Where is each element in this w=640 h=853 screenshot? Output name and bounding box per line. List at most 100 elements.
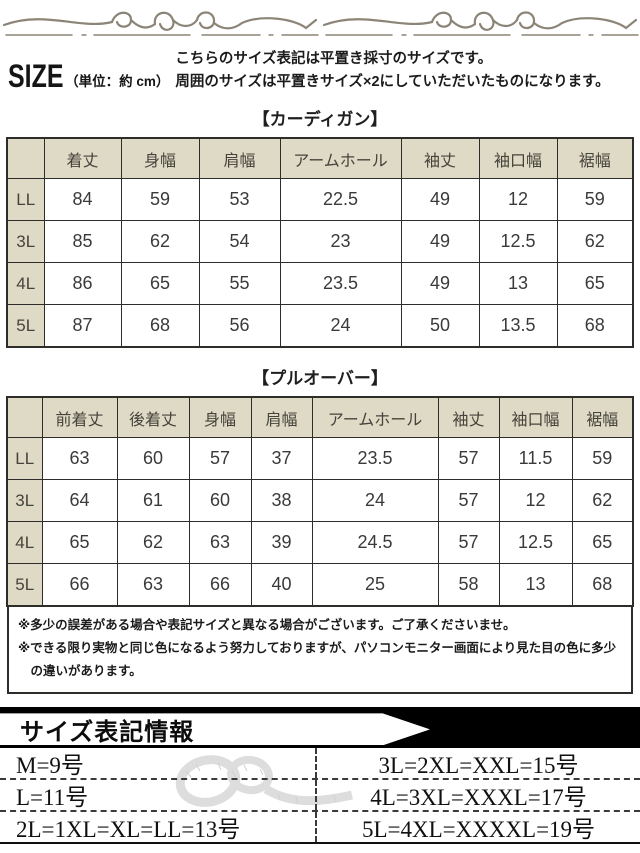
column-header: 前着丈	[41, 396, 118, 439]
measurement-cell: 12.5	[478, 220, 558, 264]
column-header: アームホール	[279, 137, 402, 180]
table-row: 5L 66 63 66 40 25 58 13 68	[6, 563, 634, 607]
measurement-cell: 61	[116, 479, 190, 523]
size-info-section: サイズ表記情報 M=9号 3L=2XL=XXL=15号 L=11号	[0, 707, 640, 845]
size-description: こちらのサイズ表記は平置き採寸のサイズです。 周囲のサイズは平置きサイズ×2にし…	[175, 48, 609, 95]
measurement-cell: 63	[116, 563, 190, 607]
measurement-cell: 49	[400, 178, 480, 222]
measurement-cell: 66	[41, 563, 118, 607]
notes-box: ※多少の誤差がある場合や表記サイズと異なる場合がございます。ご了承くださいませ。…	[7, 606, 633, 695]
cardigan-header-row: 着丈 身幅 肩幅 アームホール 袖丈 袖口幅 裾幅	[6, 137, 634, 180]
size-row-label: 4L	[6, 262, 45, 306]
size-header: SIZE （単位：約 cm） こちらのサイズ表記は平置き採寸のサイズです。 周囲…	[0, 43, 640, 95]
measurement-cell: 11.5	[498, 437, 573, 481]
measurement-cell: 55	[198, 262, 281, 306]
measurement-cell: 13	[478, 262, 558, 306]
measurement-cell: 53	[198, 178, 281, 222]
measurement-cell: 23.5	[311, 437, 439, 481]
measurement-cell: 84	[43, 178, 122, 222]
measurement-cell: 65	[41, 521, 118, 565]
column-header: 裾幅	[556, 137, 634, 180]
size-row-label: 5L	[6, 304, 45, 348]
measurement-cell: 49	[400, 262, 480, 306]
size-unit-label: （単位：約 cm）	[65, 74, 170, 89]
measurement-cell: 25	[311, 563, 439, 607]
measurement-cell: 60	[116, 437, 190, 481]
measurement-cell: 59	[556, 178, 634, 222]
banner-arrow-shape: サイズ表記情報	[0, 713, 430, 746]
measurement-cell: 24.5	[311, 521, 439, 565]
measurement-cell: 62	[116, 521, 190, 565]
column-header: 袖口幅	[498, 396, 573, 439]
measurement-cell: 62	[120, 220, 200, 264]
column-header: 袖口幅	[478, 137, 558, 180]
column-header: 身幅	[120, 137, 200, 180]
table-row: 4L 86 65 55 23.5 49 13 65	[6, 262, 634, 306]
conversion-cell: 5L=4XL=XXXXL=19号	[361, 817, 596, 843]
size-row-label: LL	[6, 178, 45, 222]
conversion-cell: L=11号	[0, 780, 317, 811]
measurement-cell: 65	[571, 521, 634, 565]
size-description-line2: 周囲のサイズは平置きサイズ×2にしていただいたものになります。	[175, 74, 610, 91]
measurement-cell: 12.5	[498, 521, 573, 565]
size-conversion-table: M=9号 3L=2XL=XXL=15号 L=11号 4L=3XL=XXXL=17…	[0, 748, 640, 845]
measurement-cell: 86	[43, 262, 122, 306]
column-header: 袖丈	[437, 396, 500, 439]
measurement-cell: 85	[43, 220, 122, 264]
size-row-label: 5L	[6, 563, 43, 607]
measurement-cell: 24	[279, 304, 402, 348]
table-row: 3L 64 61 60 38 24 57 12 62	[6, 479, 634, 523]
size-info-banner-title: サイズ表記情報	[20, 719, 195, 746]
measurement-cell: 68	[556, 304, 634, 348]
measurement-cell: 13.5	[478, 304, 558, 348]
size-label: SIZE	[8, 58, 64, 94]
measurement-cell: 38	[250, 479, 313, 523]
size-row-label: 4L	[6, 521, 43, 565]
measurement-cell: 87	[43, 304, 122, 348]
measurement-cell: 63	[41, 437, 118, 481]
conversion-cell: 3L=2XL=XXL=15号	[378, 753, 579, 779]
pullover-size-table: 前着丈 後着丈 身幅 肩幅 アームホール 袖丈 袖口幅 裾幅 LL 63 60 …	[6, 395, 634, 607]
table-row: 5L 87 68 56 24 50 13.5 68	[6, 304, 634, 348]
conversion-row: L=11号 4L=3XL=XXXL=17号	[0, 780, 640, 813]
conversion-row: M=9号 3L=2XL=XXL=15号	[0, 748, 640, 781]
corner-cell	[6, 137, 45, 180]
size-description-line1: こちらのサイズ表記は平置き採寸のサイズです。	[175, 51, 493, 67]
measurement-cell: 68	[571, 563, 634, 607]
measurement-cell: 62	[556, 220, 634, 264]
corner-cell	[6, 396, 43, 439]
measurement-cell: 65	[556, 262, 634, 306]
note-line: ※できる限り実物と同じ色になるよう努力しておりますが、パソコンモニター画面により…	[18, 641, 617, 679]
column-header: アームホール	[311, 396, 439, 439]
size-info-banner: サイズ表記情報	[0, 707, 640, 749]
size-row-label: 3L	[6, 479, 43, 523]
measurement-cell: 40	[250, 563, 313, 607]
measurement-cell: 60	[188, 479, 252, 523]
table-row: LL 63 60 57 37 23.5 57 11.5 59	[6, 437, 634, 481]
measurement-cell: 24	[311, 479, 439, 523]
column-header: 肩幅	[250, 396, 313, 439]
measurement-cell: 57	[437, 521, 500, 565]
measurement-cell: 63	[188, 521, 252, 565]
note-line: ※多少の誤差がある場合や表記サイズと異なる場合がございます。ご了承くださいませ。	[18, 617, 516, 632]
measurement-cell: 50	[400, 304, 480, 348]
measurement-cell: 66	[188, 563, 252, 607]
pullover-section-title: 【プルオーバー】	[252, 368, 388, 388]
measurement-cell: 12	[498, 479, 573, 523]
measurement-cell: 57	[437, 479, 500, 523]
measurement-cell: 65	[120, 262, 200, 306]
measurement-cell: 49	[400, 220, 480, 264]
column-header: 肩幅	[198, 137, 281, 180]
column-header: 身幅	[188, 396, 252, 439]
measurement-cell: 23.5	[279, 262, 402, 306]
measurement-cell: 62	[571, 479, 634, 523]
measurement-cell: 58	[437, 563, 500, 607]
conversion-row: 2L=1XL=XL=LL=13号 5L=4XL=XXXXL=19号	[0, 812, 640, 845]
measurement-cell: 23	[279, 220, 402, 264]
cardigan-section-title: 【カーディガン】	[252, 109, 388, 129]
measuring-tape-icon	[175, 755, 353, 808]
measurement-cell: 37	[250, 437, 313, 481]
table-row: LL 84 59 53 22.5 49 12 59	[6, 178, 634, 222]
measurement-cell: 22.5	[279, 178, 402, 222]
